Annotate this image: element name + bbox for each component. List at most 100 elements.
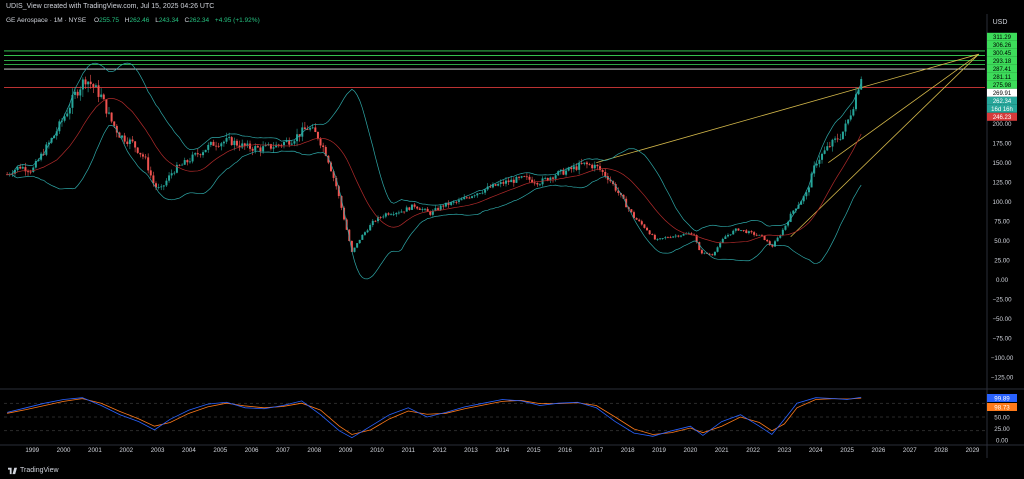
candle-body: [123, 135, 126, 142]
candle-body: [282, 141, 285, 146]
candle-body: [309, 128, 312, 130]
time-tick-label: 2029: [966, 447, 980, 454]
candle-body: [186, 160, 189, 163]
candle-body: [562, 169, 565, 175]
candle-body: [149, 170, 152, 176]
candle-body: [834, 138, 837, 140]
price-tick-label: 100.00: [993, 199, 1012, 206]
candle-body: [734, 228, 737, 231]
candle-body: [821, 153, 824, 160]
candle-body: [818, 159, 821, 164]
price-level-badge: [987, 56, 1017, 65]
candle-body: [583, 162, 586, 164]
high-value: 262.46: [129, 17, 150, 24]
candle-body: [698, 242, 701, 251]
candle-body: [465, 197, 468, 199]
tradingview-logo-icon: [8, 467, 17, 475]
candle-body: [674, 235, 677, 237]
candle-body: [256, 146, 259, 148]
candle-body: [661, 238, 664, 239]
candle-body: [497, 183, 500, 186]
candle-body: [755, 234, 758, 236]
candle-body: [760, 234, 763, 236]
candle-body: [204, 149, 207, 153]
candle-body: [544, 177, 547, 179]
candle-body: [784, 225, 787, 230]
price-level-badge: [987, 112, 1017, 121]
candle-body: [442, 205, 445, 207]
candle-body: [452, 201, 455, 203]
candle-body: [175, 164, 178, 173]
candle-body: [32, 167, 35, 172]
candle-body: [168, 175, 171, 181]
candle-body: [188, 161, 191, 163]
trend-line: [790, 53, 980, 238]
candle-body: [392, 214, 395, 216]
candle-body: [377, 217, 380, 222]
price-tick-label: −125.00: [991, 375, 1014, 382]
time-tick-label: 2021: [715, 447, 729, 454]
time-tick-label: 2000: [57, 447, 71, 454]
candle-body: [580, 163, 583, 164]
candle-body: [447, 202, 450, 205]
time-tick-label: 2005: [213, 447, 227, 454]
candle-body: [139, 152, 142, 155]
candle-body: [410, 204, 413, 210]
candle-body: [711, 254, 714, 256]
candle-body: [510, 179, 513, 183]
candle-body: [805, 192, 808, 197]
candle-body: [502, 182, 505, 184]
candle-body: [716, 247, 719, 252]
candle-body: [491, 184, 494, 188]
candle-body: [431, 210, 434, 215]
candle-body: [450, 202, 453, 205]
candle-body: [408, 207, 411, 210]
candle-body: [646, 227, 649, 231]
candle-body: [601, 169, 604, 172]
candle-body: [162, 185, 165, 187]
candle-body: [66, 113, 69, 117]
candle-body: [687, 233, 690, 235]
time-tick-label: 2017: [589, 447, 603, 454]
rsi-value-label: 99.89: [994, 396, 1010, 403]
candle-body: [311, 127, 314, 129]
candle-body: [366, 230, 369, 233]
candle-body: [235, 140, 238, 146]
candle-body: [596, 164, 599, 167]
moving-average-line: [7, 98, 862, 244]
candle-body: [220, 143, 223, 147]
candle-body: [750, 231, 753, 233]
time-tick-label: 2013: [464, 447, 478, 454]
candle-body: [489, 186, 492, 188]
candle-body: [630, 209, 633, 213]
candle-body: [19, 166, 22, 169]
candle-body: [416, 206, 419, 209]
candle-body: [593, 164, 596, 169]
candle-body: [105, 99, 108, 114]
candle-body: [371, 220, 374, 226]
candle-body: [810, 173, 813, 188]
candle-body: [745, 230, 748, 234]
candle-body: [107, 112, 110, 114]
candle-body: [588, 164, 591, 166]
candle-body: [831, 139, 834, 147]
candle-body: [147, 157, 150, 171]
price-level-badge: [987, 40, 1017, 49]
candle-body: [97, 85, 100, 97]
candle-body: [635, 218, 638, 220]
candle-body: [800, 201, 803, 205]
candle-body: [672, 236, 675, 238]
price-level-label: 306.26: [993, 43, 1012, 49]
candle-body: [567, 167, 570, 171]
candle-body: [732, 230, 735, 235]
candle-body: [128, 139, 131, 145]
candle-body: [113, 121, 116, 126]
candle-body: [468, 197, 471, 199]
candle-body: [659, 238, 662, 240]
rsi-tick-label: 50.00: [994, 415, 1010, 422]
candle-body: [330, 162, 332, 172]
candle-body: [390, 214, 393, 216]
candle-body: [337, 186, 340, 197]
time-tick-label: 2025: [840, 447, 854, 454]
